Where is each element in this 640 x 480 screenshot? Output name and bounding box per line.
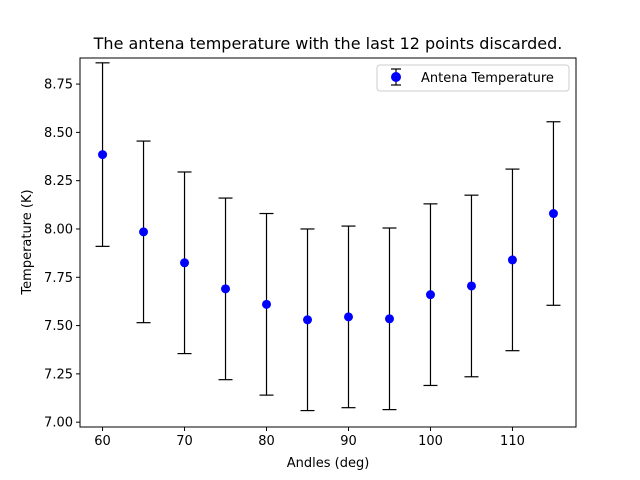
data-point: [262, 299, 272, 309]
x-tick-label: 80: [258, 434, 275, 449]
x-tick-label: 110: [500, 434, 525, 449]
y-axis-label: Temperature (K): [20, 189, 35, 295]
data-point: [425, 290, 435, 300]
y-tick-label: 7.25: [44, 367, 73, 382]
x-tick-label: 60: [94, 434, 111, 449]
y-tick-label: 8.25: [44, 174, 73, 189]
y-tick-label: 8.00: [44, 222, 73, 237]
legend-label: Antena Temperature: [421, 71, 554, 86]
y-tick-label: 7.50: [44, 319, 73, 334]
chart-title: The antena temperature with the last 12 …: [93, 34, 563, 53]
x-tick-label: 90: [340, 434, 357, 449]
data-point: [98, 150, 108, 160]
y-tick-label: 7.75: [44, 271, 73, 286]
y-tick-label: 8.75: [44, 78, 73, 93]
legend: Antena Temperature: [376, 64, 570, 92]
data-marks: [95, 62, 561, 412]
x-tick-label: 70: [176, 434, 193, 449]
plot-frame: [79, 57, 577, 428]
y-axis: 7.00 7.25 7.50 7.75 8.00 8.25 8.50 8.75: [44, 78, 80, 431]
data-point: [303, 315, 313, 325]
legend-box: [376, 64, 570, 92]
data-point: [507, 255, 517, 265]
y-tick-label: 8.50: [44, 126, 73, 141]
plot-area: [80, 58, 576, 427]
data-point: [180, 258, 190, 268]
data-point: [343, 312, 353, 322]
data-point: [221, 284, 231, 294]
x-tick-label: 100: [418, 434, 443, 449]
legend-marker: [391, 72, 401, 82]
data-point: [548, 209, 558, 219]
data-point: [139, 227, 149, 237]
x-axis: 60 70 80 90 100 110: [94, 427, 525, 449]
data-point: [384, 314, 394, 324]
y-tick-label: 7.00: [44, 416, 73, 431]
data-point: [466, 281, 476, 291]
x-axis-label: Andles (deg): [287, 456, 370, 471]
